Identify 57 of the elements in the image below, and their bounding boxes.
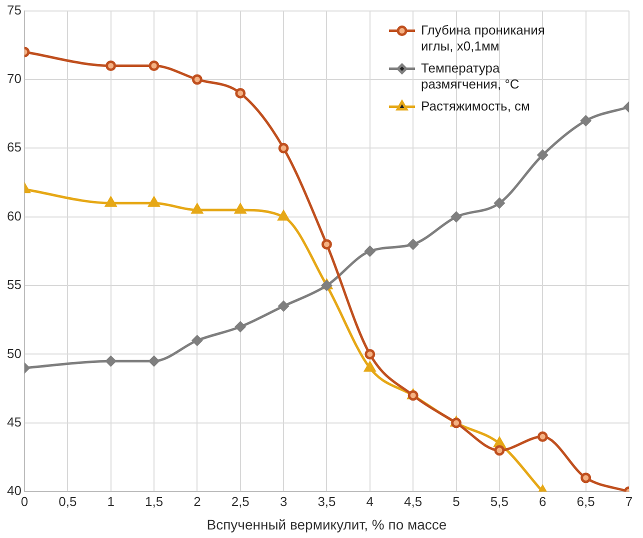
x-tick-label: 6,5	[576, 494, 595, 509]
x-tick-label: 6	[539, 494, 546, 509]
x-tick-label: 3	[280, 494, 288, 509]
legend-label: Температура размягчения, °С	[421, 60, 520, 92]
point	[192, 335, 202, 346]
point	[148, 196, 160, 207]
x-tick-label: 0,5	[58, 494, 77, 509]
y-tick-label: 65	[6, 140, 22, 155]
point	[235, 88, 246, 98]
point	[278, 210, 290, 221]
point	[451, 212, 462, 222]
point	[105, 196, 116, 207]
x-tick-label: 4,5	[404, 494, 422, 509]
y-tick-label: 45	[6, 414, 22, 430]
y-tick-label: 60	[6, 208, 22, 224]
legend-label: Глубина проникания иглы, x0,1мм	[421, 22, 545, 54]
x-tick-label: 2	[194, 494, 201, 509]
point	[106, 60, 116, 71]
x-tick-label: 7	[625, 494, 633, 509]
point	[408, 390, 418, 401]
x-tick-label: 0	[20, 494, 28, 509]
point	[451, 418, 462, 428]
point	[580, 115, 592, 126]
point	[494, 445, 505, 456]
point	[580, 472, 592, 484]
point	[408, 239, 418, 250]
point	[364, 348, 376, 360]
point	[364, 362, 376, 372]
y-tick-label: 75	[6, 2, 22, 18]
x-tick-label: 1	[107, 494, 114, 509]
x-tick-label: 2,5	[231, 494, 250, 509]
point	[278, 142, 289, 154]
point	[192, 204, 203, 214]
point	[234, 204, 246, 214]
x-tick-label: 3,5	[318, 494, 336, 509]
point	[192, 74, 202, 85]
point	[494, 437, 506, 448]
x-tick-label: 5	[452, 494, 460, 509]
point	[148, 356, 160, 366]
y-tick-label: 50	[6, 346, 22, 361]
y-tick-label: 55	[6, 277, 22, 292]
point	[235, 322, 246, 332]
point	[537, 150, 548, 160]
point	[278, 300, 289, 312]
point	[148, 60, 160, 71]
point	[106, 356, 116, 366]
x-tick-label: 5,5	[490, 494, 508, 509]
point	[494, 198, 505, 208]
legend-label: Растяжимость, см	[421, 98, 530, 114]
point	[364, 246, 376, 256]
point	[321, 239, 332, 250]
y-tick-label: 70	[6, 71, 22, 86]
x-tick-label: 4	[366, 494, 374, 509]
x-tick-label: 1,5	[144, 494, 164, 509]
y-tick-label: 40	[6, 483, 22, 498]
x-axis-title: Вспученный вермикулит, % по массе	[206, 516, 447, 532]
point	[537, 431, 548, 442]
